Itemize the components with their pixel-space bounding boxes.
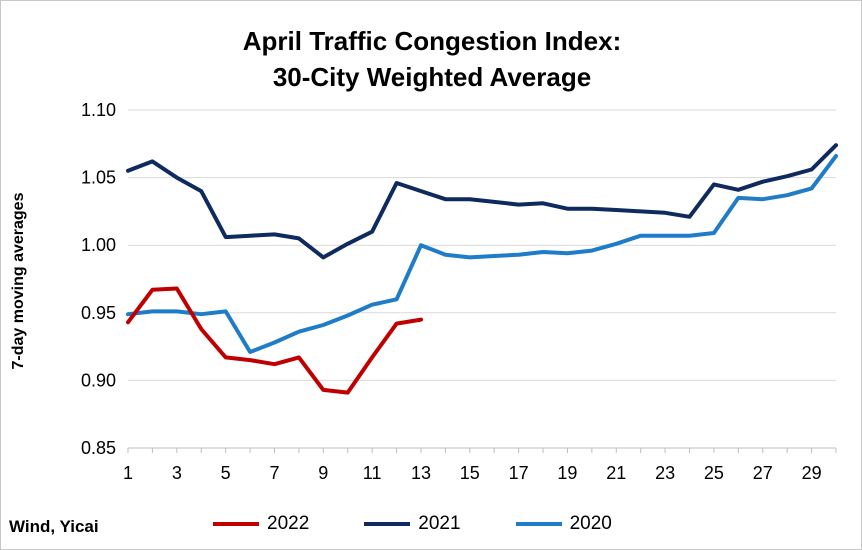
x-tick-label: 29 [802,463,822,483]
x-tick-label: 17 [509,463,529,483]
chart-title-line1: April Traffic Congestion Index: [242,26,622,56]
legend-label-2020: 2020 [569,513,612,534]
y-tick-label: 1.10 [81,100,116,120]
x-tick-label: 25 [704,463,724,483]
legend-item-2021: 2021 [364,513,461,535]
chart-title-line2: 30-City Weighted Average [272,62,592,92]
x-tick-label: 15 [460,463,480,483]
x-tick-label: 23 [655,463,675,483]
source-note: Wind, Yicai [9,517,99,536]
chart-title: April Traffic Congestion Index: 30-City … [1,23,862,95]
x-tick-label: 13 [411,463,431,483]
legend-swatch-2021 [364,522,411,526]
x-tick-labels: 1 3 5 7 9 11 13 15 17 19 21 23 25 27 29 [123,463,822,483]
legend-label-2021: 2021 [418,513,461,534]
series-lines [126,143,838,395]
x-tick-label: 21 [606,463,626,483]
y-tick-label: 1.05 [81,168,116,188]
legend-swatch-2020 [515,522,562,526]
x-tick-label: 1 [123,463,133,483]
legend-item-2022: 2022 [213,513,309,535]
series-line-2021 [126,143,838,260]
x-tick-label: 11 [363,463,382,483]
x-tick-label: 5 [221,463,231,483]
axes [127,447,837,453]
legend-item-2020: 2020 [515,513,612,535]
x-tick-label: 27 [753,463,773,483]
legend: 2022 2021 2020 [213,511,667,537]
y-tick-label: 1.00 [81,235,116,255]
gridlines [128,109,836,381]
legend-swatch-2022 [213,522,259,526]
y-tick-label: 0.85 [81,438,116,458]
x-tick-label: 3 [172,463,182,483]
y-axis-label: 7-day moving averages [10,192,27,370]
series-line-2022 [126,286,423,395]
x-tick-label: 9 [318,463,328,483]
y-tick-labels: 0.85 0.90 0.95 1.00 1.05 1.10 [81,100,116,458]
legend-label-2022: 2022 [267,513,310,534]
y-tick-label: 0.95 [81,303,116,323]
y-tick-label: 0.90 [81,370,116,390]
x-tick-label: 19 [557,463,577,483]
series-line-2020 [126,154,838,354]
x-tick-label: 7 [269,463,279,483]
